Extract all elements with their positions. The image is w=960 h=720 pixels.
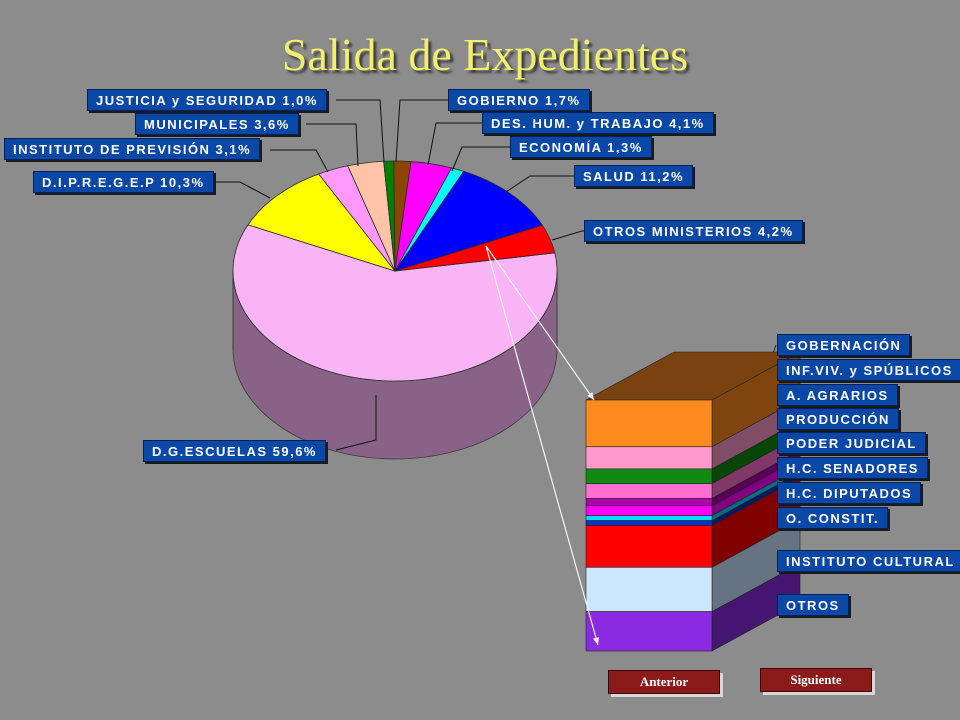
pie-slice-d-g-escuelas — [232, 224, 558, 382]
leader-econom-a — [451, 146, 510, 172]
zoom-pointer-arrowhead-1 — [587, 392, 594, 400]
block-segment-h-c-senadores — [585, 505, 713, 516]
block-label-produccion: PRODUCCIÓN — [777, 408, 899, 430]
leader-d-g-escuelas — [335, 395, 377, 451]
block-label-instituto-cultural: INSTITUTO CULTURAL — [777, 550, 960, 572]
block-segment-gobernaci-n — [585, 399, 713, 448]
pie-top-face — [232, 160, 558, 382]
block-segment-a-agrarios — [585, 468, 713, 484]
zoom-pointer-lines — [485, 245, 600, 646]
breakdown-block — [585, 351, 801, 652]
pie-label-municipales: MUNICIPALES 3,6% — [135, 113, 299, 135]
page-title: Salida de Expedientes — [281, 29, 689, 80]
prev-button[interactable]: Anterior — [608, 670, 720, 694]
block-segment-inf-viv-y-sp-blicos — [585, 446, 713, 470]
block-segment-otros — [585, 567, 713, 612]
pie-label-salud: SALUD 11,2% — [574, 165, 694, 187]
block-label-senadores: H.C. SENADORES — [777, 457, 928, 479]
leader-otros-ministerios — [551, 230, 584, 241]
block-label-inf-viv: INF.VIV. y SPÚBLICOS — [777, 359, 960, 381]
pie-label-gobierno: GOBIERNO 1,7% — [448, 89, 590, 111]
next-button[interactable]: Siguiente — [760, 668, 872, 692]
block-segment-rest — [585, 611, 713, 652]
pie-label-instituto-prevision: INSTITUTO DE PREVISIÓN 3,1% — [4, 138, 261, 160]
zoom-pointer-line-1 — [485, 245, 595, 401]
zoom-pointer-line-2 — [485, 245, 599, 646]
leader-gobierno — [395, 99, 448, 163]
block-segment-o-constit — [585, 520, 713, 526]
block-segment-poder-judicial — [585, 498, 713, 507]
pie-label-justicia: JUSTICIA y SEGURIDAD 1,0% — [87, 89, 327, 111]
pie-label-otros-ministerios: OTROS MINISTERIOS 4,2% — [584, 220, 803, 242]
zoom-pointer-arrowhead-2 — [593, 637, 600, 645]
block-segment-instituto-cultural — [585, 525, 713, 568]
block-label-agrarios: A. AGRARIOS — [777, 384, 898, 406]
block-label-constit: O. CONSTIT. — [777, 507, 889, 529]
block-segment-h-c-diputados — [585, 515, 713, 521]
leader-d-i-p-r-e-g-e-p — [206, 181, 271, 199]
leader-instituto-de-previsi-n — [270, 149, 329, 173]
leader-justicia-y-seguridad — [336, 99, 385, 163]
block-label-gobernacion: GOBERNACIÓN — [777, 334, 911, 356]
block-label-diputados: H.C. DIPUTADOS — [777, 482, 922, 504]
block-segment-producci-n — [585, 483, 713, 499]
pie-slice-d-i-p-r-e-g-e-p — [247, 173, 397, 272]
pie-label-economia: ECONOMÍA 1,3% — [510, 136, 652, 158]
block-label-otros: OTROS — [777, 594, 849, 616]
leader-des-hum-y-trabajo — [427, 122, 482, 166]
block-label-poder-judicial: PODER JUDICIAL — [777, 432, 926, 454]
leader-salud — [505, 175, 574, 193]
pie-slice-salud — [394, 170, 543, 272]
pie-label-dg-escuelas: D.G.ESCUELAS 59,6% — [143, 440, 326, 462]
pie-label-des-hum: DES. HUM. y TRABAJO 4,1% — [482, 112, 714, 134]
pie-label-diprege: D.I.P.R.E.G.E.P 10,3% — [33, 171, 214, 193]
pie-slice-otros-ministerios — [394, 224, 556, 272]
leader-municipales — [306, 123, 359, 167]
